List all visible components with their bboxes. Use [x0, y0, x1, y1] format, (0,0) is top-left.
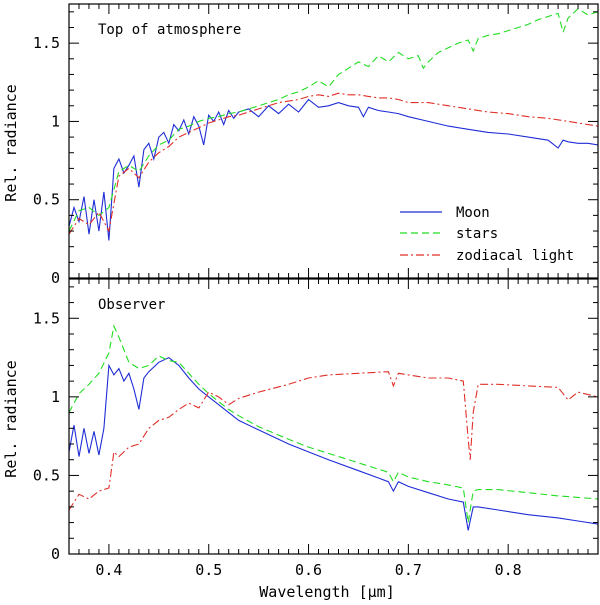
series-line-zodiacal-light — [69, 371, 598, 511]
panel-observer: 0 0.5 1 1.5 0.4 0.5 0.6 0.7 0.8 — [33, 278, 599, 579]
x-tick-label: 0.6 — [295, 561, 322, 579]
legend-label-moon: Moon — [456, 205, 490, 221]
x-tick-label: 0.7 — [395, 561, 422, 579]
plot-frame — [68, 278, 599, 555]
x-tick-label: 0.5 — [195, 561, 222, 579]
x-tick-label: 0.8 — [495, 561, 522, 579]
panel-title-observer: Observer — [98, 297, 165, 313]
series-line-stars — [69, 8, 598, 232]
series-line-zodiacal-light — [69, 92, 598, 235]
series-line-moon — [69, 356, 598, 531]
series-line-stars — [69, 324, 598, 523]
y-tick-label: 1 — [51, 112, 60, 130]
panel-title-top: Top of atmosphere — [98, 22, 241, 38]
legend: Moon stars zodiacal light — [400, 205, 574, 264]
x-tick-label: 0.4 — [95, 561, 122, 579]
y-tick-label: 0.5 — [33, 191, 60, 209]
y-axis-title-observer: Rel. radiance — [2, 360, 20, 477]
y-tick-label: 1.5 — [33, 309, 60, 327]
series-line-moon — [69, 98, 598, 241]
y-tick-label: 0 — [51, 269, 60, 287]
legend-label-stars: stars — [456, 226, 498, 242]
y-tick-label: 0.5 — [33, 466, 60, 484]
x-axis-title: Wavelength [μm] — [259, 583, 394, 601]
y-axis-title-top: Rel. radiance — [2, 84, 20, 201]
y-tick-label: 1 — [51, 388, 60, 406]
legend-label-zodiacal-light: zodiacal light — [456, 248, 574, 264]
y-tick-label: 1.5 — [33, 34, 60, 52]
panel-top-of-atmosphere: 0 0.5 1 1.5 — [33, 3, 599, 287]
plot-frame — [68, 3, 599, 279]
y-tick-label: 0 — [51, 545, 60, 563]
